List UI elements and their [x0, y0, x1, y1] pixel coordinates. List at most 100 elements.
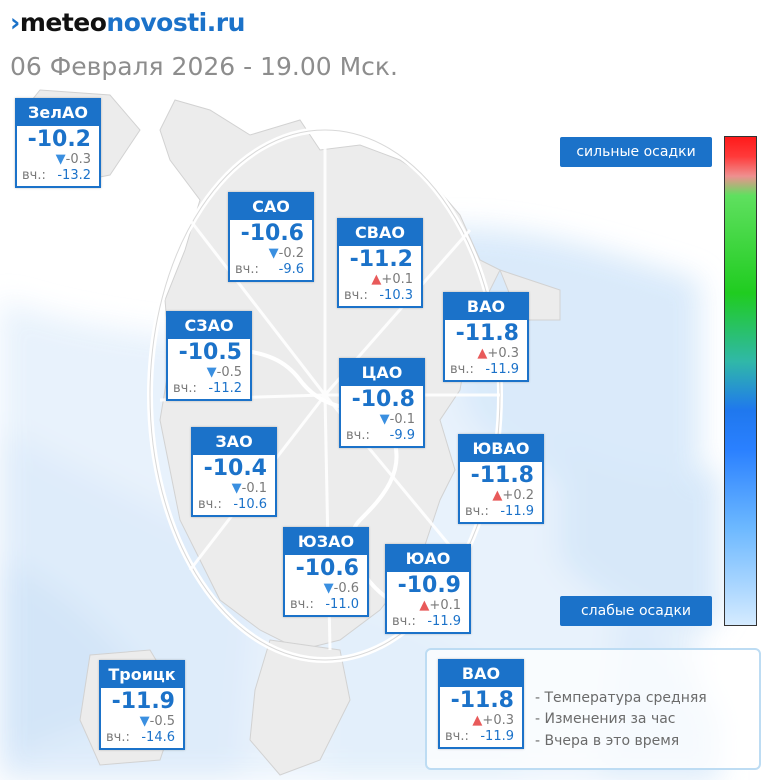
yesterday-label: вч.:	[465, 504, 489, 519]
district-temperature: -11.2	[349, 247, 413, 272]
district-temperature: -10.6	[295, 556, 359, 581]
hourly-change: ▲+0.3	[440, 713, 522, 729]
yesterday-label: вч.:	[173, 381, 197, 396]
logo-text-meteo: meteo	[19, 8, 107, 37]
yesterday-value: -11.9	[485, 362, 519, 377]
yesterday-value: -13.2	[57, 168, 91, 183]
yesterday-row: вч.: -11.9	[460, 504, 542, 522]
trend-up-icon: ▲	[492, 488, 503, 503]
district-temperature: -10.4	[203, 456, 267, 481]
district-card-sao: САО -10.6 ▼-0.2 вч.: -9.6	[228, 192, 314, 282]
trend-down-icon: ▼	[206, 365, 217, 380]
district-name: САО	[230, 194, 312, 220]
trend-up-icon: ▲	[419, 598, 430, 613]
trend-up-icon: ▲	[371, 272, 382, 287]
district-name: ЮЗАО	[285, 529, 367, 555]
yesterday-label: вч.:	[450, 362, 474, 377]
yesterday-value: -10.6	[233, 497, 267, 512]
yesterday-label: вч.:	[346, 428, 370, 443]
hourly-change-value: +0.3	[482, 713, 514, 728]
yesterday-label: вч.:	[445, 729, 469, 744]
hourly-change-value: -0.1	[389, 412, 415, 427]
hourly-change: ▼-0.1	[193, 481, 275, 497]
district-name: ВАО	[440, 661, 522, 687]
yesterday-row: вч.: -11.9	[387, 614, 469, 632]
district-temperature: -10.6	[240, 221, 304, 246]
hourly-change: ▼-0.3	[17, 152, 99, 168]
district-card-yuzao: ЮЗАО -10.6 ▼-0.6 вч.: -11.0	[283, 527, 369, 617]
hourly-change: ▲+0.1	[339, 272, 421, 288]
district-card-vao: ВАО -11.8 ▲+0.3 вч.: -11.9	[443, 292, 529, 382]
district-temperature: -11.9	[111, 689, 175, 714]
yesterday-label: вч.:	[290, 597, 314, 612]
yesterday-label: вч.:	[235, 262, 259, 277]
yesterday-label: вч.:	[22, 168, 46, 183]
trend-up-icon: ▲	[472, 713, 483, 728]
trend-down-icon: ▼	[139, 714, 150, 729]
district-name: Троицк	[101, 662, 183, 688]
hourly-change-value: +0.2	[502, 488, 534, 503]
hourly-change-value: +0.1	[429, 598, 461, 613]
yesterday-value: -14.6	[141, 730, 175, 745]
hourly-change: ▼-0.2	[230, 246, 312, 262]
yesterday-row: вч.: -9.6	[230, 262, 312, 280]
district-temperature: -10.2	[27, 127, 91, 152]
yesterday-value: -11.9	[480, 729, 514, 744]
hourly-change-value: -0.6	[333, 581, 359, 596]
yesterday-value: -11.9	[427, 614, 461, 629]
hourly-change: ▼-0.5	[101, 714, 183, 730]
yesterday-value: -10.3	[379, 288, 413, 303]
district-temperature: -11.8	[455, 321, 519, 346]
district-card-yuvao: ЮВАО -11.8 ▲+0.2 вч.: -11.9	[458, 434, 544, 524]
hourly-change-value: +0.3	[487, 346, 519, 361]
district-temperature: -10.8	[351, 387, 415, 412]
district-name: ЮВАО	[460, 436, 542, 462]
district-name: ЮАО	[387, 546, 469, 572]
legend-yesterday-text: - Вчера в это время	[535, 733, 680, 749]
yesterday-row: вч.: -10.6	[193, 497, 275, 515]
yesterday-row: вч.: -14.6	[101, 730, 183, 748]
district-temperature: -11.8	[450, 688, 514, 713]
district-card-zelao: ЗелАО -10.2 ▼-0.3 вч.: -13.2	[15, 98, 101, 188]
weak-precipitation-label: слабые осадки	[560, 596, 712, 626]
legend-sample-card: ВАО -11.8 ▲+0.3 вч.: -11.9	[438, 659, 524, 749]
precipitation-color-scale	[724, 136, 757, 626]
district-card-yuao: ЮАО -10.9 ▲+0.1 вч.: -11.9	[385, 544, 471, 634]
yesterday-label: вч.:	[344, 288, 368, 303]
district-temperature: -10.9	[397, 573, 461, 598]
trend-up-icon: ▲	[477, 346, 488, 361]
yesterday-value: -9.9	[389, 428, 415, 443]
yesterday-row: вч.: -11.2	[168, 381, 250, 399]
hourly-change: ▲+0.3	[445, 346, 527, 362]
hourly-change: ▲+0.1	[387, 598, 469, 614]
trend-down-icon: ▼	[231, 481, 242, 496]
hourly-change: ▼-0.1	[341, 412, 423, 428]
forecast-datetime: 06 Февраля 2026 - 19.00 Мск.	[10, 52, 398, 81]
district-card-zao: ЗАО -10.4 ▼-0.1 вч.: -10.6	[191, 427, 277, 517]
trend-down-icon: ▼	[268, 246, 279, 261]
site-logo[interactable]: ›meteonovosti.ru	[10, 8, 245, 37]
district-name: СЗАО	[168, 313, 250, 339]
district-temperature: -10.5	[178, 340, 242, 365]
district-card-szao: СЗАО -10.5 ▼-0.5 вч.: -11.2	[166, 311, 252, 401]
hourly-change: ▼-0.5	[168, 365, 250, 381]
yesterday-row: вч.: -10.3	[339, 288, 421, 306]
district-temperature: -11.8	[470, 463, 534, 488]
yesterday-row: вч.: -11.9	[440, 729, 522, 747]
hourly-change: ▼-0.6	[285, 581, 367, 597]
yesterday-value: -11.9	[500, 504, 534, 519]
yesterday-row: вч.: -11.0	[285, 597, 367, 615]
logo-text-novosti: novosti.ru	[106, 8, 245, 37]
hourly-change-value: -0.1	[241, 481, 267, 496]
logo-mark: ›	[10, 8, 20, 37]
trend-down-icon: ▼	[55, 152, 66, 167]
yesterday-label: вч.:	[198, 497, 222, 512]
hourly-change-value: -0.2	[278, 246, 304, 261]
district-name: СВАО	[339, 220, 421, 246]
district-name: ЗелАО	[17, 100, 99, 126]
legend-change-text: - Изменения за час	[535, 711, 676, 727]
hourly-change-value: +0.1	[381, 272, 413, 287]
legend-temperature-text: - Температура средняя	[535, 690, 707, 706]
yesterday-value: -11.0	[325, 597, 359, 612]
hourly-change: ▲+0.2	[460, 488, 542, 504]
